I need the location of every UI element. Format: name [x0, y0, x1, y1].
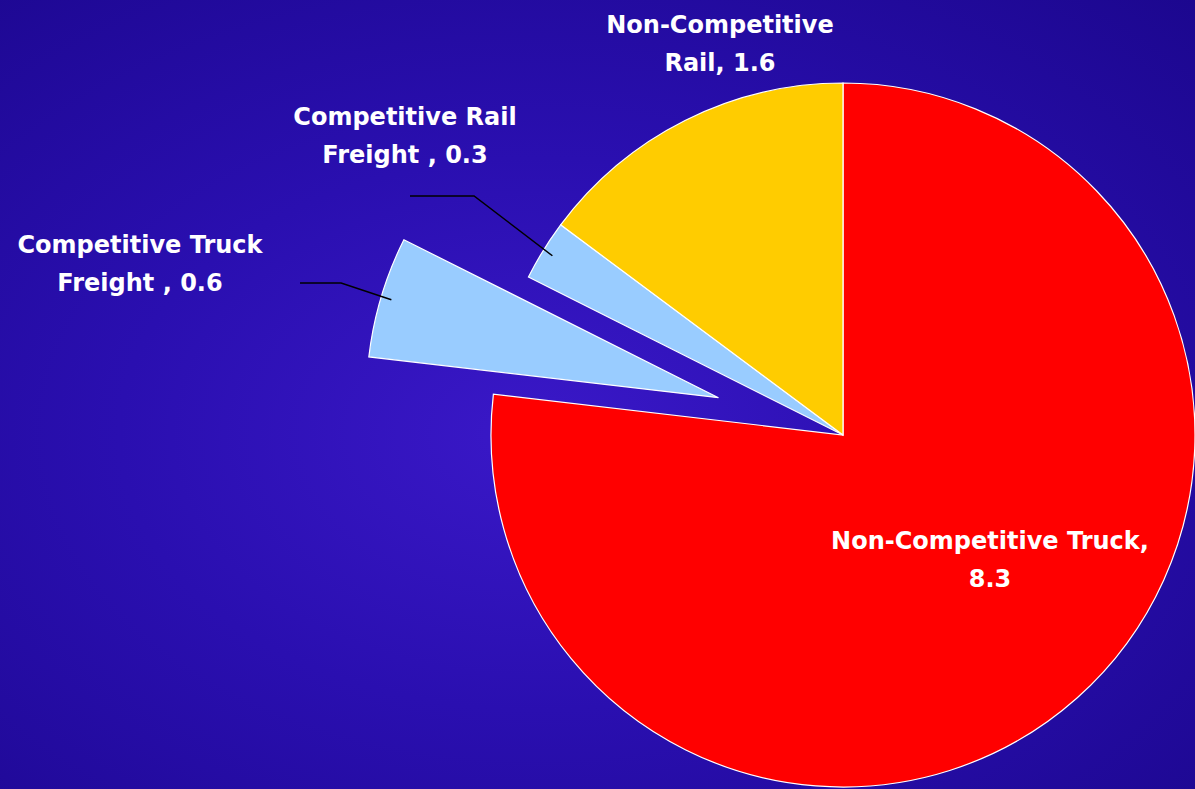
- value-label: 8.3: [969, 565, 1012, 593]
- pie-slice: [561, 83, 843, 435]
- data-label: Competitive Truck Freight , 0.6: [15, 226, 265, 302]
- category-label: Non-Competitive Rail,: [606, 11, 834, 77]
- category-label: Competitive Truck Freight ,: [17, 231, 262, 297]
- data-label: Competitive Rail Freight , 0.3: [269, 98, 541, 174]
- value-label: 1.6: [733, 49, 776, 77]
- leader-line: [300, 283, 391, 300]
- pie-slice: [491, 83, 1195, 787]
- value-label: 0.3: [445, 141, 488, 169]
- pie-svg: [0, 0, 1195, 789]
- value-label: 0.6: [180, 269, 223, 297]
- leader-lines: [300, 196, 552, 300]
- data-label: Non-Competitive Truck, 8.3: [830, 522, 1150, 598]
- leader-line: [410, 196, 552, 256]
- category-label: Non-Competitive Truck,: [831, 527, 1149, 555]
- chart-area: Non-Competitive Truck, 8.3 Competitive Tr…: [0, 0, 1195, 789]
- slices: [369, 83, 1195, 787]
- data-label: Non-Competitive Rail, 1.6: [589, 6, 851, 82]
